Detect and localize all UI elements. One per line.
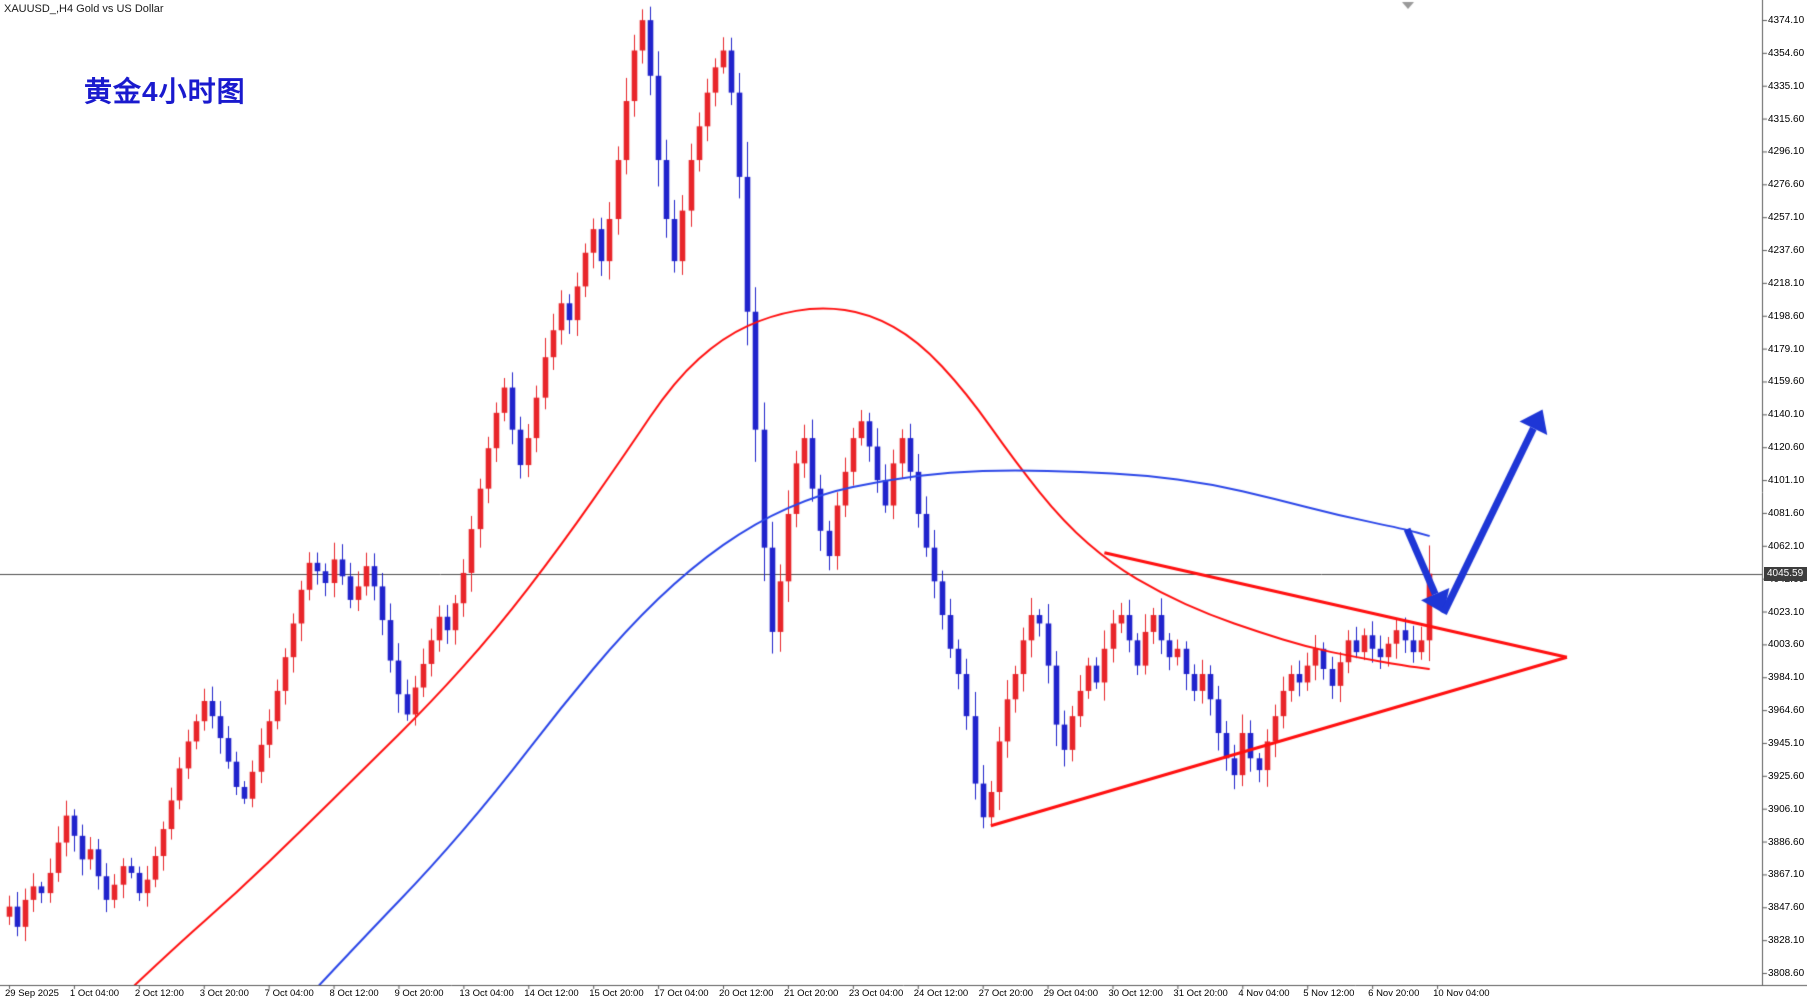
- time-tick-label: 13 Oct 04:00: [459, 988, 514, 999]
- price-tick-label: 4120.60: [1768, 442, 1805, 454]
- chart-annotation-title: 黄金4小时图: [84, 76, 246, 107]
- price-tick-label: 3808.60: [1768, 968, 1805, 979]
- price-tick-label: 3945.10: [1768, 737, 1805, 749]
- price-tick-label: 3886.60: [1768, 836, 1805, 848]
- price-tick-label: 4159.60: [1768, 376, 1805, 388]
- price-tick-label: 4218.10: [1768, 277, 1805, 289]
- current-price-badge: 4045.59: [1764, 566, 1807, 581]
- price-tick-label: 4315.60: [1768, 113, 1805, 125]
- time-tick-label: 14 Oct 12:00: [524, 988, 579, 999]
- price-tick-label: 4003.60: [1768, 639, 1805, 651]
- price-tick-label: 3964.60: [1768, 705, 1805, 717]
- symbol-title: XAUUSD_,H4 Gold vs US Dollar: [4, 3, 164, 15]
- time-tick-label: 2 Oct 12:00: [134, 988, 184, 999]
- price-tick-label: 4179.10: [1768, 343, 1805, 355]
- price-tick-label: 4101.10: [1768, 475, 1805, 487]
- price-tick-label: 4023.10: [1768, 606, 1805, 618]
- time-tick-label: 31 Oct 20:00: [1173, 988, 1228, 999]
- time-tick-label: 29 Sep 2025: [5, 988, 59, 999]
- time-tick-label: 27 Oct 20:00: [978, 988, 1034, 999]
- time-tick-label: 9 Oct 20:00: [394, 988, 444, 999]
- price-tick-label: 3828.10: [1768, 935, 1805, 947]
- time-tick-label: 29 Oct 04:00: [1043, 988, 1098, 999]
- time-tick-label: 30 Oct 12:00: [1108, 988, 1163, 999]
- price-tick-label: 4198.60: [1768, 310, 1805, 322]
- time-tick-label: 5 Nov 12:00: [1303, 988, 1355, 999]
- time-tick-label: 8 Oct 12:00: [329, 988, 379, 999]
- price-tick-label: 4276.60: [1768, 179, 1805, 191]
- time-tick-label: 4 Nov 04:00: [1238, 988, 1290, 999]
- price-tick-label: 4296.10: [1768, 146, 1805, 158]
- price-tick-label: 4257.10: [1768, 212, 1805, 224]
- time-tick-label: 17 Oct 04:00: [654, 988, 709, 999]
- price-tick-label: 4354.60: [1768, 47, 1805, 59]
- time-tick-label: 7 Oct 04:00: [264, 988, 314, 999]
- price-tick-label: 4081.60: [1768, 507, 1805, 519]
- time-tick-label: 24 Oct 12:00: [913, 988, 969, 999]
- price-tick-label: 3984.10: [1768, 672, 1805, 684]
- price-tick-label: 3925.60: [1768, 770, 1805, 782]
- time-tick-label: 3 Oct 20:00: [199, 988, 249, 999]
- price-tick-label: 4237.60: [1768, 245, 1805, 257]
- time-tick-label: 20 Oct 12:00: [719, 988, 774, 999]
- price-tick-label: 3867.10: [1768, 869, 1805, 881]
- time-tick-label: 6 Nov 20:00: [1368, 988, 1420, 999]
- price-tick-label: 4140.10: [1768, 409, 1805, 421]
- time-tick-label: 1 Oct 04:00: [69, 988, 120, 999]
- time-tick-label: 10 Nov 04:00: [1433, 988, 1490, 999]
- price-tick-label: 4062.10: [1768, 540, 1805, 552]
- time-tick-label: 23 Oct 04:00: [848, 988, 904, 999]
- price-tick-label: 3906.10: [1768, 803, 1805, 815]
- price-tick-label: 4335.10: [1768, 80, 1805, 92]
- time-tick-label: 21 Oct 20:00: [783, 988, 839, 999]
- price-tick-label: 3847.60: [1768, 902, 1805, 914]
- price-tick-label: 4374.10: [1768, 15, 1805, 26]
- time-tick-label: 15 Oct 20:00: [589, 988, 644, 999]
